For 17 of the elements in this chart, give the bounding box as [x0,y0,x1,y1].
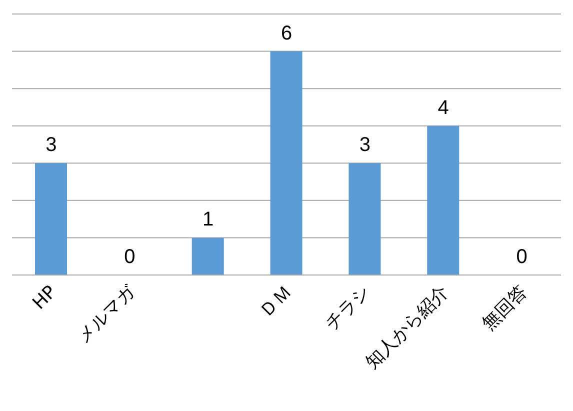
bar [35,163,67,275]
data-label: 0 [124,246,136,268]
bar [348,163,381,275]
x-tick-label: 無回答 [478,282,532,335]
bar [192,238,224,275]
data-label: 1 [202,208,214,231]
data-label: 4 [438,96,449,119]
data-label: 3 [46,134,57,156]
x-tick-label: チラシ [321,282,374,335]
bar [270,51,302,275]
data-label: 3 [359,134,370,156]
bar [427,126,460,275]
x-tick-label: ＤＭ [256,282,296,322]
x-tick-label: HP [28,282,61,314]
data-label: 6 [280,22,292,44]
data-label: 0 [516,246,528,268]
x-tick-label: メルマガ [73,280,140,348]
